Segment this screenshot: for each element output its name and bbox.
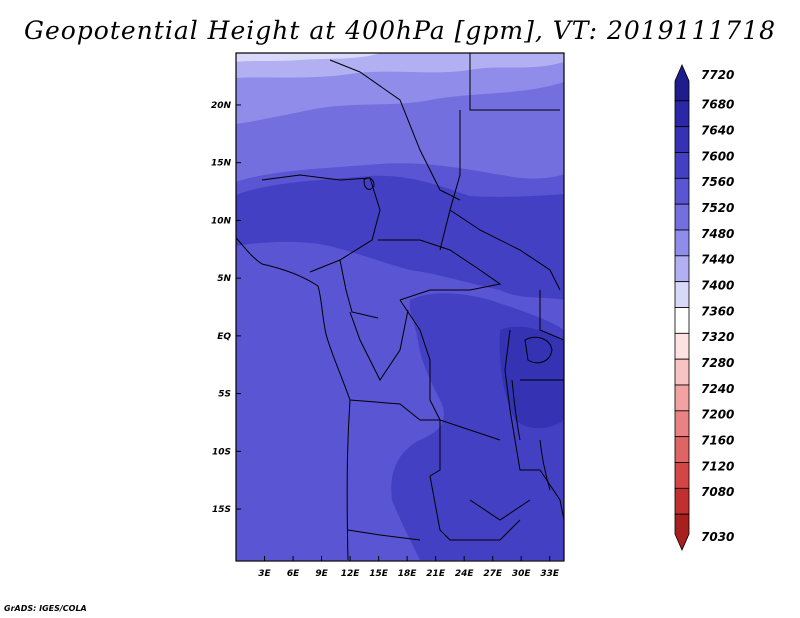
colorbar-segment (674, 281, 690, 308)
x-tick-label: 9E (315, 569, 328, 579)
colorbar-segment (674, 513, 690, 551)
colorbar-segment (674, 436, 690, 463)
border-chad-sudan (439, 110, 461, 251)
x-tick-label: 6E (287, 569, 300, 579)
colorbar-segment (674, 126, 690, 153)
fill-zone-7520-south-inset (236, 359, 359, 560)
border-niger-chad (329, 59, 461, 201)
colorbar-segment (674, 462, 690, 489)
border-mozambique (539, 469, 564, 521)
border-south-sudan (449, 209, 561, 291)
x-tick-label: 12E (341, 569, 361, 579)
y-tick-label: 15N (211, 159, 232, 169)
border-uganda-kenya (539, 290, 564, 341)
border-zimbabwe (469, 499, 531, 521)
border-car (378, 239, 502, 301)
border-congo (349, 309, 409, 381)
y-tick-label: 5N (217, 274, 231, 284)
lake-chad (363, 177, 375, 190)
colorbar-label: 7480 (701, 227, 734, 241)
colorbar-label: 7030 (701, 530, 734, 544)
colorbar: 7720 7680 7640 7600 7560 7520 7480 7440 7400 7360… (674, 64, 734, 551)
lake-malawi (539, 439, 551, 491)
lake-tanganyika (511, 379, 521, 441)
colorbar-segment (674, 255, 690, 283)
colorbar-label: 7320 (701, 330, 734, 344)
coastline-west-africa (236, 237, 351, 561)
colorbar-segment (674, 100, 690, 128)
colorbar-segment (674, 410, 690, 438)
colorbar-segment (674, 229, 690, 257)
border-cameroon (339, 259, 379, 319)
map-title: Geopotential Height at 400hPa [gpm], VT:… (23, 16, 777, 45)
fill-zone-7440-north (236, 53, 564, 78)
colorbar-segment (674, 152, 690, 179)
y-tick-label: 5S (218, 390, 231, 400)
border-angola-zambia (429, 475, 521, 541)
colorbar-segment (674, 177, 690, 205)
colorbar-segment (674, 384, 690, 412)
contour-fills (236, 53, 564, 561)
colorbar-label: 7280 (701, 356, 734, 370)
colorbar-label: 7160 (701, 434, 734, 448)
x-tick-label: 18E (398, 569, 418, 579)
y-axis: 20N 15N 10N 5N EQ 5S 10S 15S (211, 101, 241, 515)
colorbar-segment (674, 332, 690, 360)
x-tick-label: 15E (369, 569, 389, 579)
colorbar-label: 7240 (701, 382, 734, 396)
colorbar-label: 7640 (701, 124, 734, 138)
border-drc-north (399, 299, 501, 441)
x-tick-label: 3E (258, 569, 271, 579)
map-frame (235, 52, 565, 562)
colorbar-label: 7360 (701, 304, 734, 318)
lake-victoria (524, 336, 553, 364)
grads-credit: GrADS: IGES/COLA (4, 604, 87, 613)
fill-zone-7640-east (499, 326, 564, 429)
colorbar-label: 7560 (701, 175, 734, 189)
x-tick-label: 27E (483, 569, 503, 579)
border-nigeria (261, 174, 381, 273)
y-tick-label: 10S (212, 447, 231, 457)
colorbar-label: 7200 (701, 408, 734, 422)
x-tick-label: 30E (512, 569, 532, 579)
x-tick-label: 24E (455, 569, 475, 579)
colorbar-segment (674, 358, 690, 386)
colorbar-segment (674, 307, 690, 334)
colorbar-segment (674, 487, 690, 515)
colorbar-label: 7440 (701, 253, 734, 267)
colorbar-label: 7520 (701, 201, 734, 215)
x-tick-label: 33E (540, 569, 560, 579)
border-east-lakes (504, 329, 540, 471)
fill-zone-7600-band (236, 175, 564, 300)
colorbar-segment (674, 203, 690, 231)
y-tick-label: 15S (212, 505, 231, 515)
border-namibia (347, 529, 421, 541)
border-drc-angola (349, 399, 441, 477)
y-tick-label: 20N (211, 101, 232, 111)
country-borders (236, 53, 564, 561)
border-libya-sudan (469, 53, 560, 111)
colorbar-label: 7400 (701, 279, 734, 293)
colorbar-label: 7120 (701, 459, 734, 473)
colorbar-label: 7680 (701, 98, 734, 112)
colorbar-label: 7720 (701, 68, 734, 82)
colorbar-label: 7600 (701, 149, 734, 163)
y-tick-label: 10N (211, 216, 232, 226)
x-axis: 3E 6E 9E 12E 15E 18E 21E 24E 27E 30E 33E (258, 556, 560, 579)
x-tick-label: 21E (426, 569, 446, 579)
colorbar-segment (674, 64, 690, 102)
y-tick-label: EQ (217, 332, 231, 342)
fill-zone-7400-north (236, 53, 380, 62)
colorbar-label: 7080 (701, 485, 734, 499)
